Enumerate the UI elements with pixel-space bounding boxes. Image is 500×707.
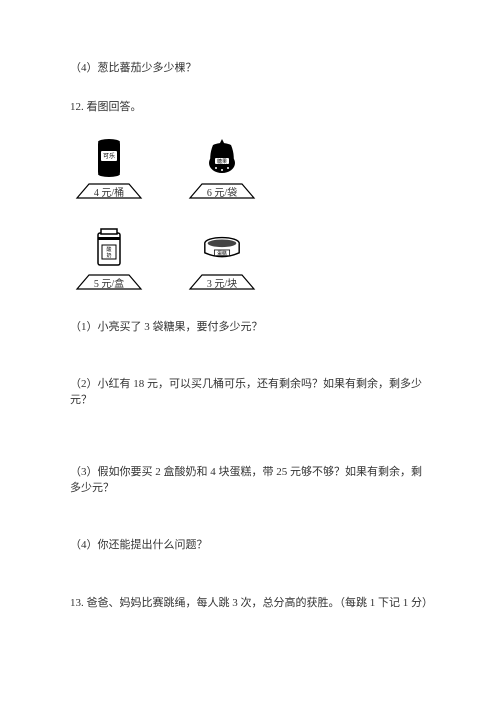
price-cola: 4 元/桶 <box>94 184 124 200</box>
cola-icon: 可乐 <box>88 137 130 179</box>
candy-icon: 糖果 <box>201 137 243 179</box>
price-tag-yogurt: 5 元/盒 <box>75 273 143 291</box>
item-cola: 可乐 4 元/桶 <box>75 137 143 200</box>
item-yogurt: 酸 奶 5 元/盒 <box>75 228 143 291</box>
yogurt-icon: 酸 奶 <box>88 228 130 270</box>
svg-text:可乐: 可乐 <box>103 153 115 160</box>
price-tag-candy: 6 元/袋 <box>188 182 256 200</box>
question-11-4: （4）葱比蕃茄少多少棵？ <box>70 60 430 77</box>
question-12-4: （4）你还能提出什么问题？ <box>70 537 430 554</box>
svg-text:酸: 酸 <box>106 246 111 253</box>
svg-text:糖果: 糖果 <box>217 158 227 165</box>
items-row-1: 可乐 4 元/桶 糖果 6 <box>75 137 430 200</box>
question-12-3: （3）假如你要买 2 盒酸奶和 4 块蛋糕，带 25 元够不够？如果有剩余，剩多… <box>70 464 430 497</box>
svg-text:蛋糕: 蛋糕 <box>217 250 227 257</box>
question-12-1: （1）小亮买了 3 袋糖果，要付多少元？ <box>70 319 430 336</box>
price-candy: 6 元/袋 <box>207 184 237 200</box>
item-candy: 糖果 6 元/袋 <box>188 137 256 200</box>
price-cake: 3 元/块 <box>207 275 237 291</box>
price-yogurt: 5 元/盒 <box>94 275 124 291</box>
items-row-2: 酸 奶 5 元/盒 蛋糕 3 元/块 <box>75 228 430 291</box>
question-12-title: 12. 看图回答。 <box>70 99 430 116</box>
svg-text:奶: 奶 <box>106 252 111 259</box>
price-tag-cola: 4 元/桶 <box>75 182 143 200</box>
question-13: 13. 爸爸、妈妈比赛跳绳，每人跳 3 次，总分高的获胜。（每跳 1 下记 1 … <box>70 595 430 612</box>
cake-icon: 蛋糕 <box>201 228 243 270</box>
item-cake: 蛋糕 3 元/块 <box>188 228 256 291</box>
price-tag-cake: 3 元/块 <box>188 273 256 291</box>
question-12-2: （2）小红有 18 元，可以买几桶可乐，还有剩余吗？如果有剩余，剩多少元？ <box>70 376 430 409</box>
